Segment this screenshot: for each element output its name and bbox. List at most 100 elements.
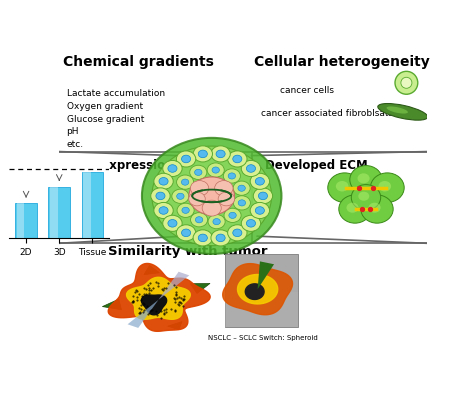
Text: Developed ECM: Developed ECM — [265, 159, 368, 172]
Ellipse shape — [350, 166, 382, 194]
Ellipse shape — [229, 212, 236, 218]
Ellipse shape — [215, 181, 233, 196]
Bar — [83, 172, 91, 238]
Ellipse shape — [191, 181, 209, 196]
Ellipse shape — [193, 146, 212, 162]
Polygon shape — [144, 266, 159, 275]
Ellipse shape — [218, 192, 235, 206]
Ellipse shape — [358, 192, 369, 201]
Ellipse shape — [154, 173, 173, 189]
Ellipse shape — [216, 150, 225, 158]
Ellipse shape — [250, 202, 270, 218]
Ellipse shape — [177, 193, 184, 199]
Ellipse shape — [212, 167, 219, 173]
Ellipse shape — [211, 230, 230, 246]
Text: Chemical gradients: Chemical gradients — [63, 55, 214, 69]
Ellipse shape — [172, 189, 189, 203]
Ellipse shape — [378, 104, 428, 120]
Text: Similarity with tumor: Similarity with tumor — [108, 245, 267, 258]
Text: NSCLC – SCLC Switch: Spheroid: NSCLC – SCLC Switch: Spheroid — [208, 335, 318, 341]
Ellipse shape — [258, 192, 267, 200]
Polygon shape — [128, 300, 158, 328]
Polygon shape — [168, 322, 182, 330]
Ellipse shape — [154, 202, 173, 218]
Text: Lactate accumulation
Oxygen gradient
Glucose gradient
pH
etc.: Lactate accumulation Oxygen gradient Glu… — [66, 89, 165, 149]
Ellipse shape — [370, 173, 404, 202]
Ellipse shape — [233, 229, 242, 237]
Ellipse shape — [255, 207, 264, 214]
Text: Gene expression: Gene expression — [63, 159, 173, 172]
Ellipse shape — [213, 219, 220, 225]
Ellipse shape — [159, 177, 168, 185]
Ellipse shape — [211, 146, 230, 162]
Ellipse shape — [182, 155, 191, 163]
Ellipse shape — [177, 203, 194, 218]
Polygon shape — [158, 272, 189, 300]
Ellipse shape — [228, 151, 247, 167]
Ellipse shape — [176, 225, 196, 241]
Ellipse shape — [241, 215, 261, 231]
Ellipse shape — [189, 177, 235, 215]
Ellipse shape — [195, 169, 202, 175]
Ellipse shape — [152, 146, 272, 246]
Ellipse shape — [168, 165, 177, 172]
Polygon shape — [141, 295, 167, 315]
Ellipse shape — [182, 207, 189, 213]
Ellipse shape — [233, 155, 242, 163]
Bar — [50, 187, 58, 238]
Polygon shape — [102, 299, 121, 310]
Bar — [17, 203, 25, 238]
Ellipse shape — [228, 173, 236, 179]
Ellipse shape — [328, 173, 362, 202]
Ellipse shape — [168, 220, 177, 227]
Ellipse shape — [361, 195, 393, 223]
Ellipse shape — [368, 202, 381, 213]
Ellipse shape — [378, 181, 391, 191]
Ellipse shape — [195, 217, 203, 223]
Ellipse shape — [224, 208, 241, 222]
Ellipse shape — [250, 173, 270, 189]
Ellipse shape — [336, 181, 348, 191]
Polygon shape — [223, 264, 292, 315]
Ellipse shape — [253, 188, 273, 204]
Ellipse shape — [142, 138, 282, 254]
Ellipse shape — [241, 160, 261, 177]
Ellipse shape — [190, 165, 207, 179]
Ellipse shape — [182, 229, 191, 237]
Ellipse shape — [386, 106, 408, 114]
Bar — [48, 187, 70, 238]
Ellipse shape — [163, 215, 182, 231]
Ellipse shape — [339, 195, 371, 223]
Ellipse shape — [198, 150, 207, 158]
Ellipse shape — [238, 185, 246, 191]
Polygon shape — [127, 277, 191, 319]
Polygon shape — [108, 264, 210, 331]
Ellipse shape — [191, 213, 208, 227]
Ellipse shape — [346, 202, 359, 213]
Ellipse shape — [151, 188, 170, 204]
Text: Cellular heterogeneity: Cellular heterogeneity — [254, 55, 430, 69]
Ellipse shape — [208, 214, 225, 229]
Polygon shape — [246, 284, 264, 299]
Ellipse shape — [189, 192, 205, 206]
Ellipse shape — [177, 175, 194, 189]
Ellipse shape — [351, 185, 381, 210]
Ellipse shape — [233, 181, 250, 195]
Ellipse shape — [223, 169, 240, 183]
Ellipse shape — [216, 234, 225, 242]
Text: cancer associated fibroblsats: cancer associated fibroblsats — [261, 109, 393, 118]
FancyBboxPatch shape — [225, 254, 298, 328]
Ellipse shape — [193, 230, 212, 246]
Ellipse shape — [156, 192, 165, 200]
Polygon shape — [191, 283, 210, 293]
Ellipse shape — [401, 77, 412, 88]
Ellipse shape — [246, 220, 255, 227]
Ellipse shape — [182, 179, 189, 185]
Text: cancer cells: cancer cells — [280, 86, 334, 95]
Polygon shape — [258, 261, 274, 289]
Ellipse shape — [207, 163, 224, 177]
Ellipse shape — [238, 200, 246, 206]
Ellipse shape — [159, 207, 168, 214]
Ellipse shape — [163, 160, 182, 177]
Bar — [82, 172, 103, 238]
